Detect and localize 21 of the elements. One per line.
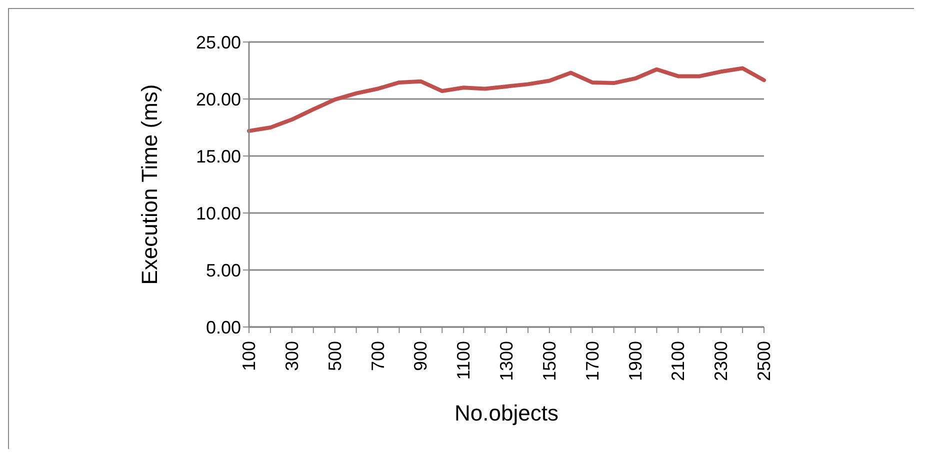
y-tick-label: 0.00 [206,317,241,338]
y-tick-label: 25.00 [196,32,241,52]
y-tick-label: 10.00 [196,203,241,224]
x-axis-title: No.objects [454,400,558,426]
x-tick-label: 700 [368,341,388,372]
x-tick-label: 1300 [496,341,516,382]
x-tick-label: 1900 [625,341,646,382]
y-axis-title: Execution Time (ms) [136,84,162,285]
y-tick-label: 20.00 [196,89,241,110]
x-tick-label: 100 [239,341,259,372]
x-tick-label: 1500 [539,341,560,382]
x-tick-label: 500 [324,341,345,372]
x-tick-label: 1700 [582,341,602,382]
x-tick-label: 2100 [668,341,688,382]
y-tick-label: 5.00 [206,260,241,280]
x-tick-label: 2300 [711,341,732,382]
x-tick-label: 2500 [754,341,774,382]
x-tick-label: 300 [282,341,302,372]
x-tick-label: 900 [410,341,431,372]
x-tick-label: 1100 [454,341,474,380]
y-tick-label: 15.00 [196,146,241,166]
